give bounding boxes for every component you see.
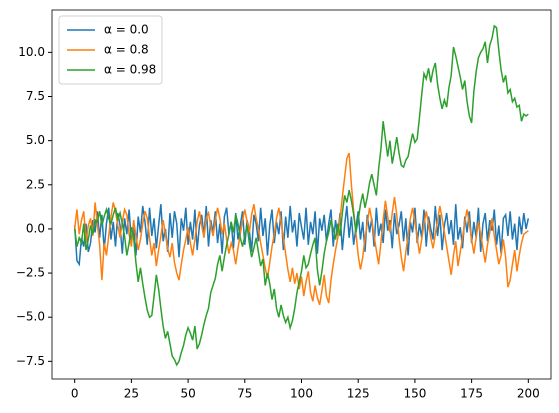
y-tick-label: −2.5 [16, 266, 45, 280]
legend-label: α = 0.8 [104, 43, 149, 57]
x-tick-label: 200 [517, 387, 540, 401]
y-tick-label: 7.5 [26, 89, 45, 103]
x-tick-label: 50 [180, 387, 195, 401]
y-tick-label: 2.5 [26, 177, 45, 191]
plot-frame [51, 9, 552, 380]
x-tick-label: 125 [347, 387, 370, 401]
legend-label: α = 0.98 [104, 63, 156, 77]
legend-label: α = 0.0 [104, 23, 149, 37]
line-series [73, 204, 530, 267]
x-tick-label: 0 [71, 387, 79, 401]
y-tick-label: −5.0 [16, 310, 45, 324]
x-tick-label: 100 [290, 387, 313, 401]
y-tick-label: 10.0 [18, 45, 45, 59]
y-tick-label: 5.0 [26, 133, 45, 147]
y-tick-label: −7.5 [16, 354, 45, 368]
x-tick-label: 25 [124, 387, 139, 401]
y-tick-label: 0.0 [26, 221, 45, 235]
legend-box [58, 15, 163, 85]
line-series [73, 24, 529, 367]
x-tick-label: 150 [403, 387, 426, 401]
x-tick-label: 175 [460, 387, 483, 401]
line-series [73, 152, 529, 306]
x-tick-label: 75 [237, 387, 252, 401]
